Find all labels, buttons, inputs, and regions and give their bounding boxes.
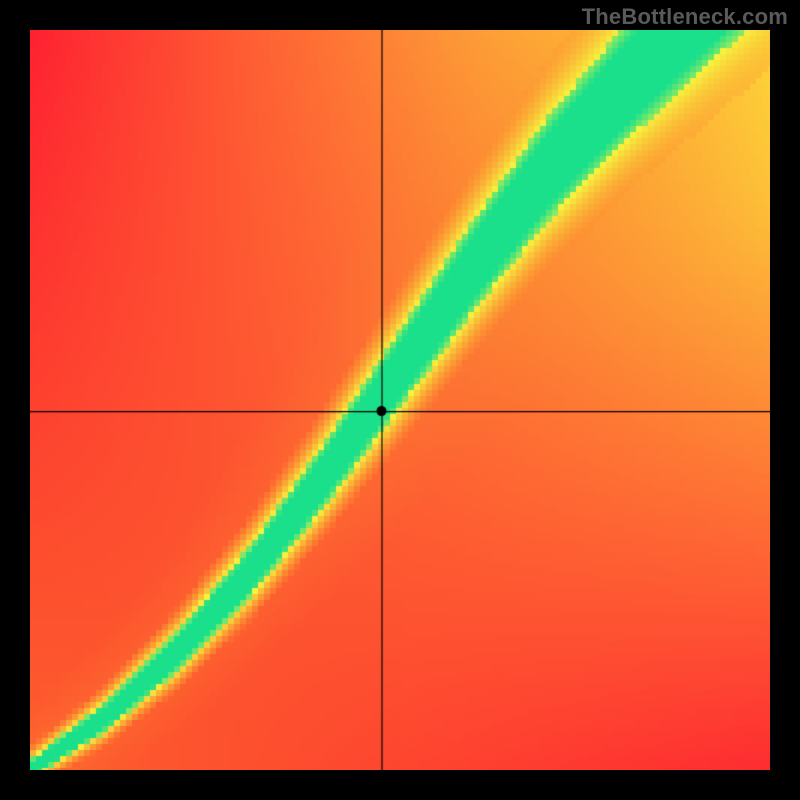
chart-container: TheBottleneck.com bbox=[0, 0, 800, 800]
watermark-text: TheBottleneck.com bbox=[582, 4, 788, 30]
heatmap-canvas bbox=[30, 30, 770, 770]
heatmap-plot bbox=[30, 30, 770, 770]
